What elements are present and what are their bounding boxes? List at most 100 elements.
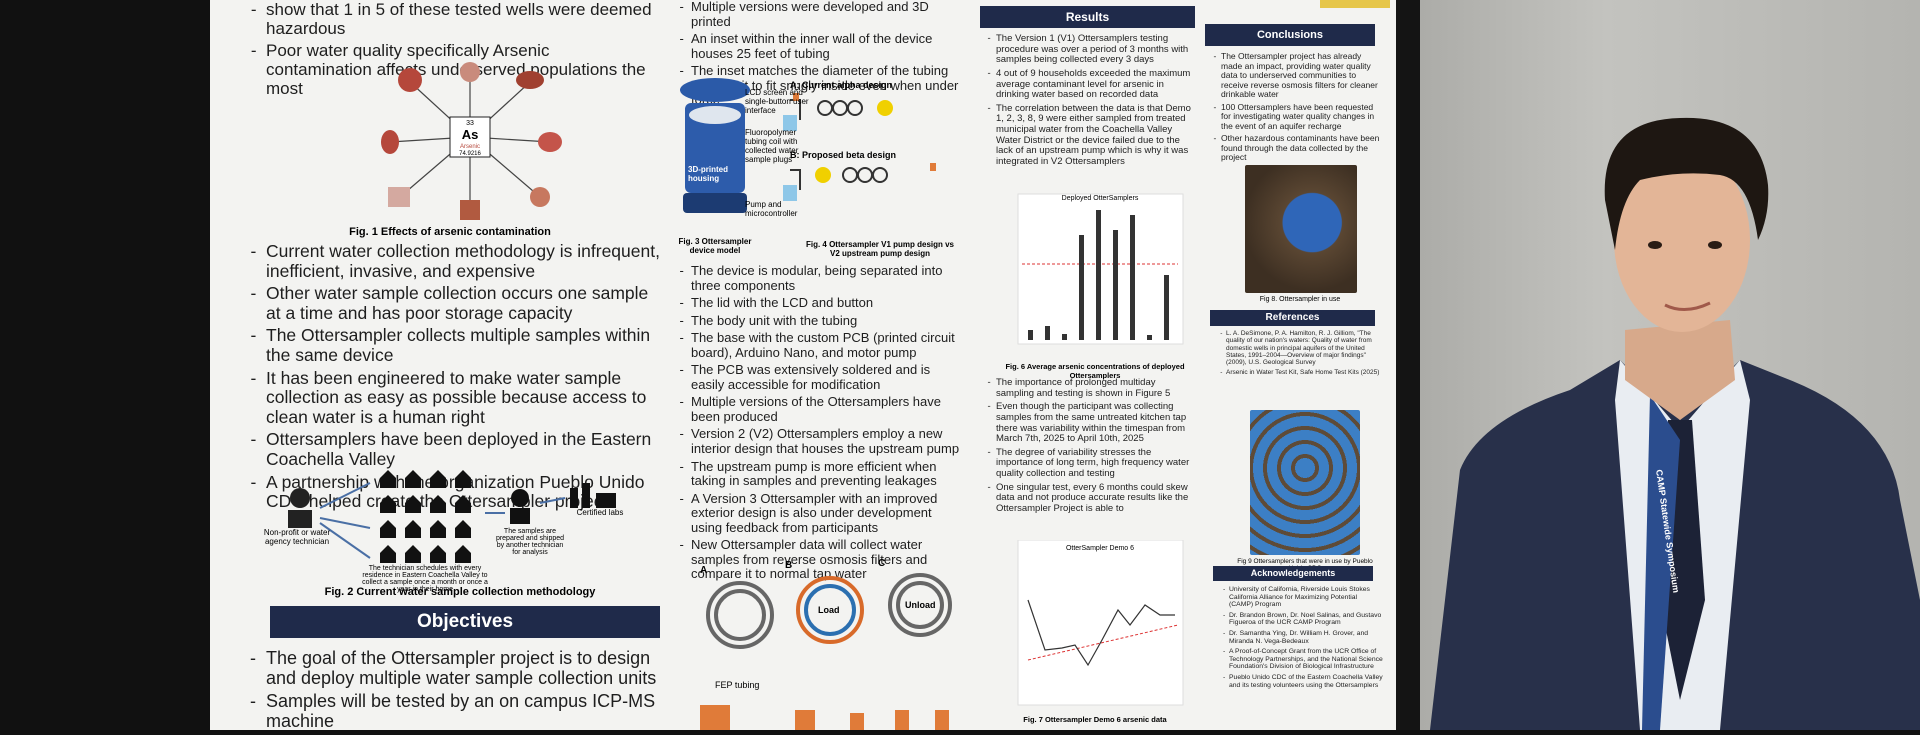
device-label: Fluoropolymer tubing coil with collected…: [745, 128, 799, 164]
results-2: The importance of prolonged multiday sam…: [980, 377, 1195, 518]
figure-caption: Fig. 2 Current water sample collection m…: [324, 586, 596, 598]
bullet-list: L. A. DeSimone, P. A. Hamilton, R. J. Gi…: [1210, 330, 1382, 377]
figure-caption: Fig. 3 Ottersampler device model: [678, 237, 752, 255]
bullet: Other hazardous contaminants have been f…: [1221, 133, 1380, 163]
chart-title: OtterSampler Demo 6: [1066, 545, 1134, 552]
bullet-list: University of California, Riverside Loui…: [1213, 586, 1383, 689]
device-label: 3D-printed housing: [688, 165, 728, 183]
bullet: The Version 1 (V1) Ottersamplers testing…: [996, 33, 1195, 66]
conclusions: The Ottersampler project has already mad…: [1205, 51, 1380, 166]
design-label: A: Current alpha design: [790, 80, 893, 90]
bullet: The PCB was extensively soldered and is …: [691, 362, 965, 392]
device-label: LCD screen and single-button user interf…: [745, 88, 809, 115]
bullet: The Ottersampler collects multiple sampl…: [266, 326, 665, 365]
person: CAMP Statewide Symposium: [1430, 117, 1920, 730]
bullet: Dr. Brandon Brown, Dr. Noel Salinas, and…: [1229, 612, 1383, 627]
bar-chart-figure: Deployed OtterSamplers: [1017, 193, 1184, 345]
bullet: University of California, Riverside Loui…: [1229, 586, 1383, 609]
bullet: Version 2 (V2) Ottersamplers employ a ne…: [691, 427, 965, 456]
panel-label: Load: [818, 605, 840, 615]
bullet-list: The device is modular, being separated i…: [675, 263, 965, 582]
hair: [1604, 117, 1769, 250]
figure-caption: Fig. 4 Ottersampler V1 pump design vs V2…: [805, 240, 955, 258]
bullet: Even though the participant was collecti…: [996, 401, 1195, 445]
diagram-label: Non-profit or water agency technician: [263, 528, 331, 546]
bullet-list: The goal of the Ottersampler project is …: [250, 648, 665, 732]
bullet: The inset matches the diameter of the tu…: [691, 63, 965, 108]
arsenic-diagram: 33 As Arsenic 74.9216: [381, 62, 562, 220]
bullet-list: The Ottersampler project has already mad…: [1205, 51, 1380, 163]
results: The Version 1 (V1) Ottersamplers testing…: [980, 33, 1195, 171]
diagram-label: The samples are prepared and shipped by …: [495, 528, 565, 556]
bullet: Multiple versions were developed and 3D …: [691, 0, 965, 29]
section-header: Objectives: [270, 606, 660, 638]
section-header: Results: [980, 6, 1195, 28]
figure-caption: Fig 8. Ottersampler in use: [1259, 296, 1341, 303]
bullet: A Version 3 Ottersampler with an improve…: [691, 491, 965, 536]
lanyard: [1642, 395, 1680, 730]
bullet: Current water collection methodology is …: [266, 241, 665, 281]
bullet: The Ottersampler project has already mad…: [1221, 51, 1380, 100]
bullet: Ottersamplers have been deployed in the …: [266, 429, 665, 469]
element-name: Arsenic: [460, 144, 480, 150]
accent-strip: [1320, 0, 1390, 8]
bullet-list: The Version 1 (V1) Ottersamplers testing…: [980, 33, 1195, 168]
bullet: The importance of prolonged multiday sam…: [996, 377, 1195, 399]
column-2: Multiple versions were developed and 3D …: [675, 0, 965, 111]
acknowledgements: University of California, Riverside Loui…: [1213, 586, 1383, 692]
chart-title: Deployed OtterSamplers: [1062, 195, 1139, 202]
bullet: Multiple versions of the Ottersamplers h…: [691, 395, 965, 424]
bullet: The degree of variability stresses the i…: [996, 447, 1195, 480]
objectives: The goal of the Ottersampler project is …: [250, 648, 665, 735]
panel-label: C: [878, 558, 886, 569]
panel-label: FEP tubing: [715, 680, 760, 690]
face: [1614, 148, 1750, 332]
bullet: Arsenic in Water Test Kit, Safe Home Tes…: [1226, 369, 1382, 376]
bullet: The body unit with the tubing: [691, 313, 965, 329]
element-number: 33: [466, 120, 474, 127]
neck: [1625, 320, 1735, 420]
photo-device: [1245, 165, 1357, 293]
bullet: The device is modular, being separated i…: [691, 263, 965, 293]
device-figures: [680, 78, 936, 213]
diagram-label: Certified labs: [576, 508, 624, 517]
column-2-body: The device is modular, being separated i…: [675, 263, 965, 585]
panel-label: Unload: [905, 600, 936, 610]
references: L. A. DeSimone, P. A. Hamilton, R. J. Gi…: [1210, 330, 1382, 380]
board-frame: [1392, 0, 1420, 730]
bullet: The lid with the LCD and button: [691, 296, 965, 311]
bullet: It has been engineered to make water sam…: [266, 368, 665, 428]
bullet-list: Current water collection methodology is …: [250, 241, 665, 512]
bullet: Samples will be tested by an on campus I…: [266, 691, 665, 731]
bullet-list: show that 1 in 5 of these tested wells w…: [250, 0, 660, 98]
figure-caption: Fig. 1 Effects of arsenic contamination: [349, 226, 551, 238]
element-mass: 74.9216: [459, 151, 481, 157]
photo-devices: [1250, 410, 1360, 555]
panel-label: A: [700, 565, 708, 576]
bullet: Pueblo Unido CDC of the Eastern Coachell…: [1229, 674, 1383, 689]
diagram-label: The technician schedules with every resi…: [362, 565, 488, 593]
column-1-body: Current water collection methodology is …: [250, 241, 665, 515]
panel-label: B: [785, 560, 793, 571]
collection-diagram: [288, 470, 616, 563]
element-box: [449, 116, 491, 158]
figure-caption: Fig. 7 Ottersampler Demo 6 arsenic data: [1023, 715, 1167, 724]
line-chart-figure: OtterSampler Demo 6: [1017, 540, 1184, 706]
bullet: show that 1 in 5 of these tested wells w…: [266, 0, 660, 38]
bullet: 100 Ottersamplers have been requested fo…: [1221, 102, 1380, 132]
section-header: Conclusions: [1205, 24, 1375, 46]
bullet: An inset within the inner wall of the de…: [691, 31, 965, 61]
poster: show that 1 in 5 of these tested wells w…: [210, 0, 1396, 731]
bullet: Dr. Samantha Ying, Dr. William H. Grover…: [1229, 630, 1383, 645]
figure-caption: Fig. 6 Average arsenic concentrations of…: [1005, 362, 1185, 380]
bullet: One singular test, every 6 months could …: [996, 482, 1195, 515]
column-1: show that 1 in 5 of these tested wells w…: [250, 0, 660, 101]
section-header: References: [1210, 310, 1375, 326]
element-symbol: As: [462, 127, 479, 142]
bullet: A Proof-of-Concept Grant from the UCR Of…: [1229, 648, 1383, 671]
bullet: The correlation between the data is that…: [996, 103, 1195, 168]
section-header: Acknowledgements: [1213, 566, 1373, 581]
bullet: L. A. DeSimone, P. A. Hamilton, R. J. Gi…: [1226, 330, 1382, 366]
bullet: Poor water quality specifically Arsenic …: [266, 41, 660, 98]
